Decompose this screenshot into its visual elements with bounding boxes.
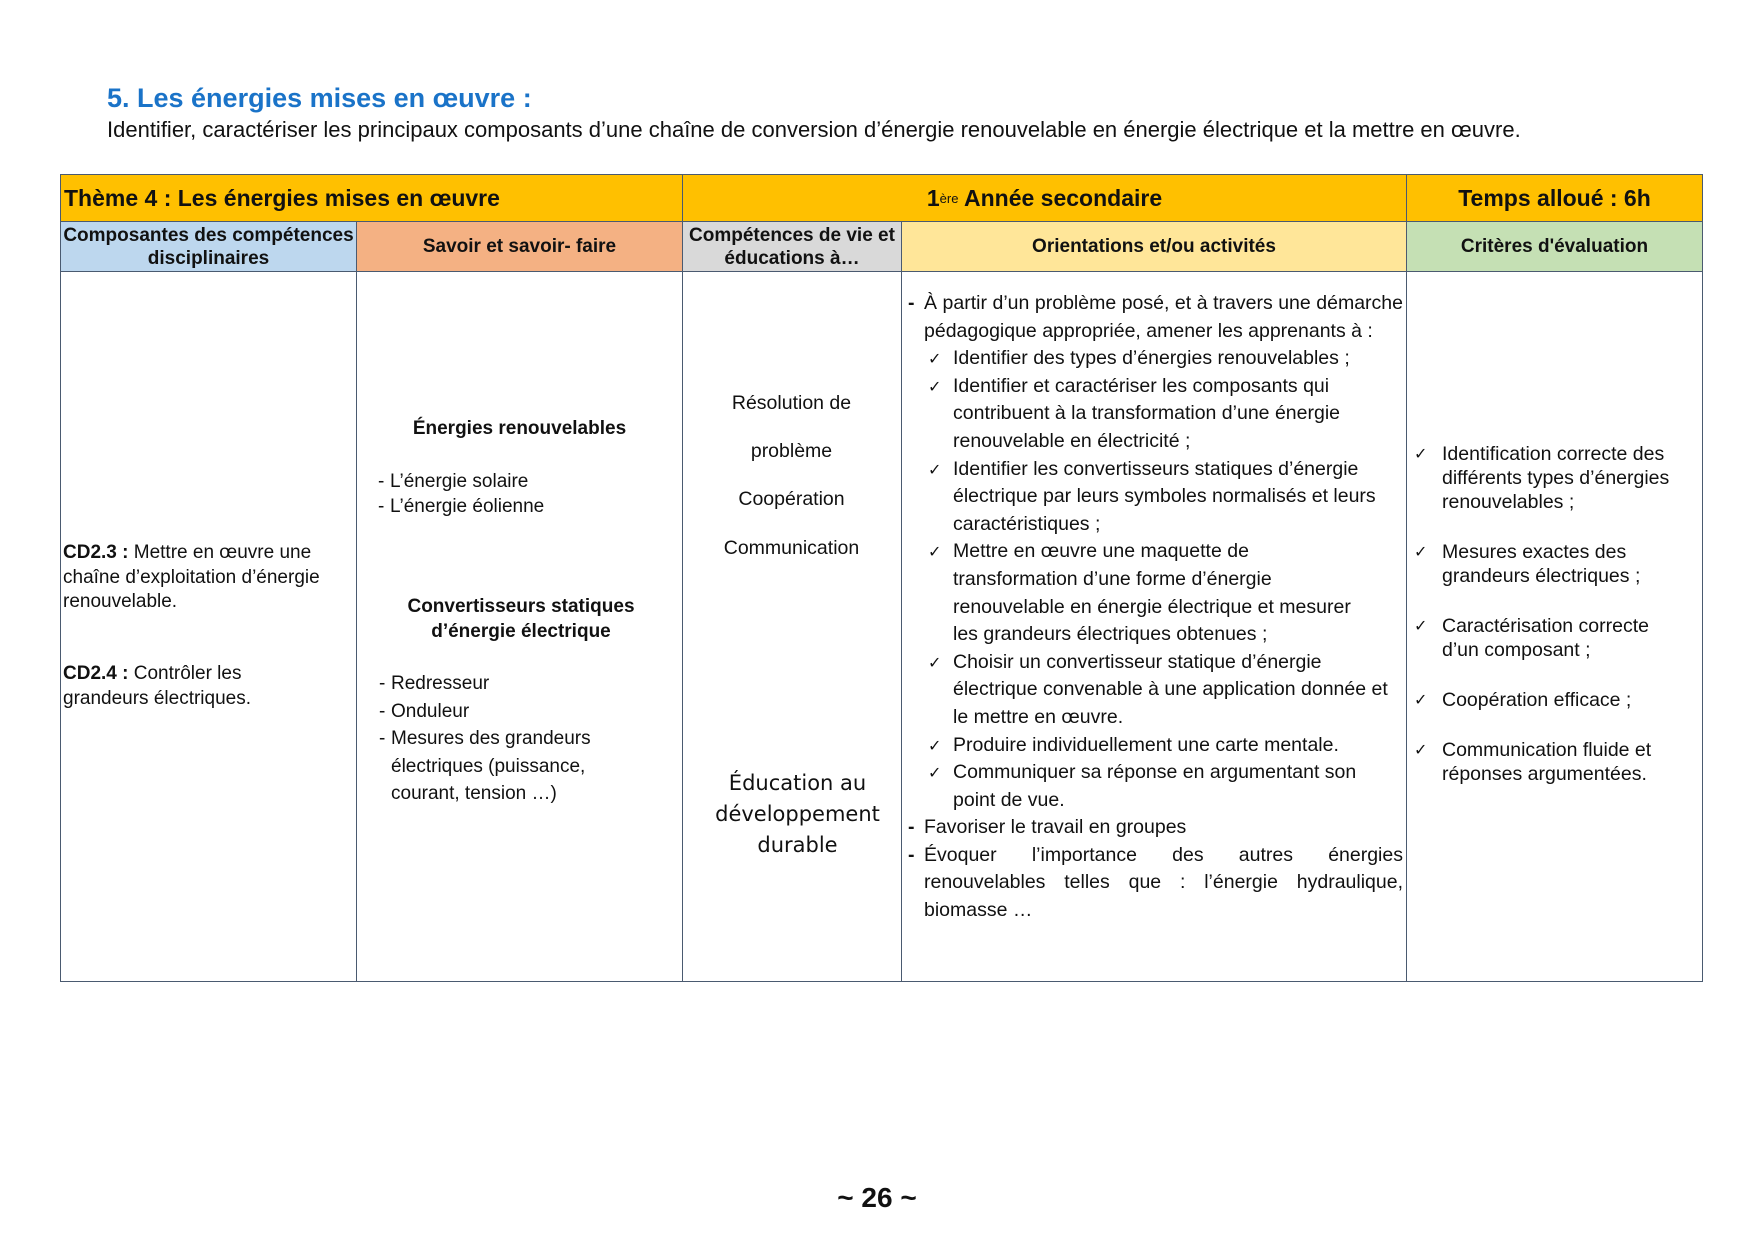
criteria-item: Communication fluide et réponses argumen… [1414, 738, 1696, 786]
cell-competences-vie [682, 271, 902, 982]
column-header-criteres: Critères d'évaluation [1406, 221, 1703, 272]
theme-header: Thème 4 : Les énergies mises en œuvre [60, 174, 683, 222]
savoir-group1-title: Énergies renouvelables [412, 418, 627, 439]
list-item: Mesures des grandeurs électriques (puiss… [379, 725, 634, 808]
column-header-savoir: Savoir et savoir- faire [356, 221, 683, 272]
orientation-check-item: Identifier des types d’énergies renouvel… [908, 345, 1403, 373]
skill-item: Coopération [738, 488, 845, 510]
orientations-content: À partir d’un problème posé, et à traver… [908, 290, 1403, 925]
education-item: Éducation au développement durable [688, 768, 907, 861]
orientation-check-item: Identifier et caractériser les composant… [908, 373, 1403, 456]
orientation-extra-item: Évoquer l’importance des autres énergies… [908, 842, 1403, 925]
criteria-item: Caractérisation correcte d’un composant … [1414, 614, 1696, 662]
orientation-intro: À partir d’un problème posé, et à traver… [908, 290, 1403, 345]
competence-text: Mettre en œuvre une chaîne d’exploitatio… [63, 542, 325, 612]
year-label: Année secondaire [958, 184, 1163, 211]
savoir-group2-list: Redresseur Onduleur Mesures des grandeur… [379, 670, 634, 808]
competence-cd23: CD2.3 : Mettre en œuvre une chaîne d’exp… [63, 541, 355, 615]
skill-item: problème [750, 440, 833, 462]
list-item: L’énergie éolienne [378, 494, 668, 519]
column-header-competences: Composantes des compétences disciplinair… [60, 221, 357, 272]
competence-code: CD2.3 : [63, 542, 129, 563]
year-header: 1 ère Année secondaire [682, 174, 1407, 222]
skill-item: Résolution de [731, 392, 852, 414]
criteria-item: Identification correcte des différents t… [1414, 442, 1696, 514]
section-title: 5. Les énergies mises en œuvre : [107, 83, 532, 113]
section-intro: Identifier, caractériser les principaux … [107, 117, 1521, 142]
education-line: développement [715, 802, 880, 826]
competence-cd24: CD2.4 : Contrôler les grandeurs électriq… [63, 662, 283, 711]
education-line: Éducation au [728, 771, 867, 795]
cell-competences [60, 271, 357, 982]
orientation-check-item: Choisir un convertisseur statique d’éner… [908, 649, 1403, 732]
list-item: Onduleur [379, 698, 634, 726]
cell-criteres [1406, 271, 1703, 982]
column-header-competences-vie: Compétences de vie et éducations à… [682, 221, 902, 272]
education-line: durable [757, 833, 838, 857]
time-header: Temps alloué : 6h [1406, 174, 1703, 222]
orientation-check-item: Produire individuellement une carte ment… [908, 732, 1403, 760]
criteria-item: Mesures exactes des grandeurs électrique… [1414, 540, 1696, 588]
column-header-orientations: Orientations et/ou activités [901, 221, 1407, 272]
list-item: L’énergie solaire [378, 469, 668, 494]
savoir-group2-title: Convertisseurs statiques d’énergie élect… [407, 596, 635, 642]
savoir-group1-list: L’énergie solaire L’énergie éolienne [378, 469, 668, 519]
orientation-check-item: Mettre en œuvre une maquette de transfor… [908, 538, 1403, 648]
year-number: 1 [926, 184, 940, 211]
criteria-item: Coopération efficace ; [1414, 688, 1696, 712]
orientation-check-item: Communiquer sa réponse en argumentant so… [908, 759, 1403, 814]
orientation-check-item: Identifier les convertisseurs statiques … [908, 456, 1403, 539]
criteria-list: Identification correcte des différents t… [1414, 442, 1696, 812]
year-suffix: ère [939, 190, 959, 206]
orientation-extra-item: Favoriser le travail en groupes [908, 814, 1403, 842]
page-number: ~ 26 ~ [837, 1182, 917, 1213]
skill-item: Communication [723, 537, 860, 559]
list-item: Redresseur [379, 670, 634, 698]
competence-code: CD2.4 : [63, 663, 129, 684]
competence-text: Contrôler les grandeurs électriques. [63, 663, 251, 709]
